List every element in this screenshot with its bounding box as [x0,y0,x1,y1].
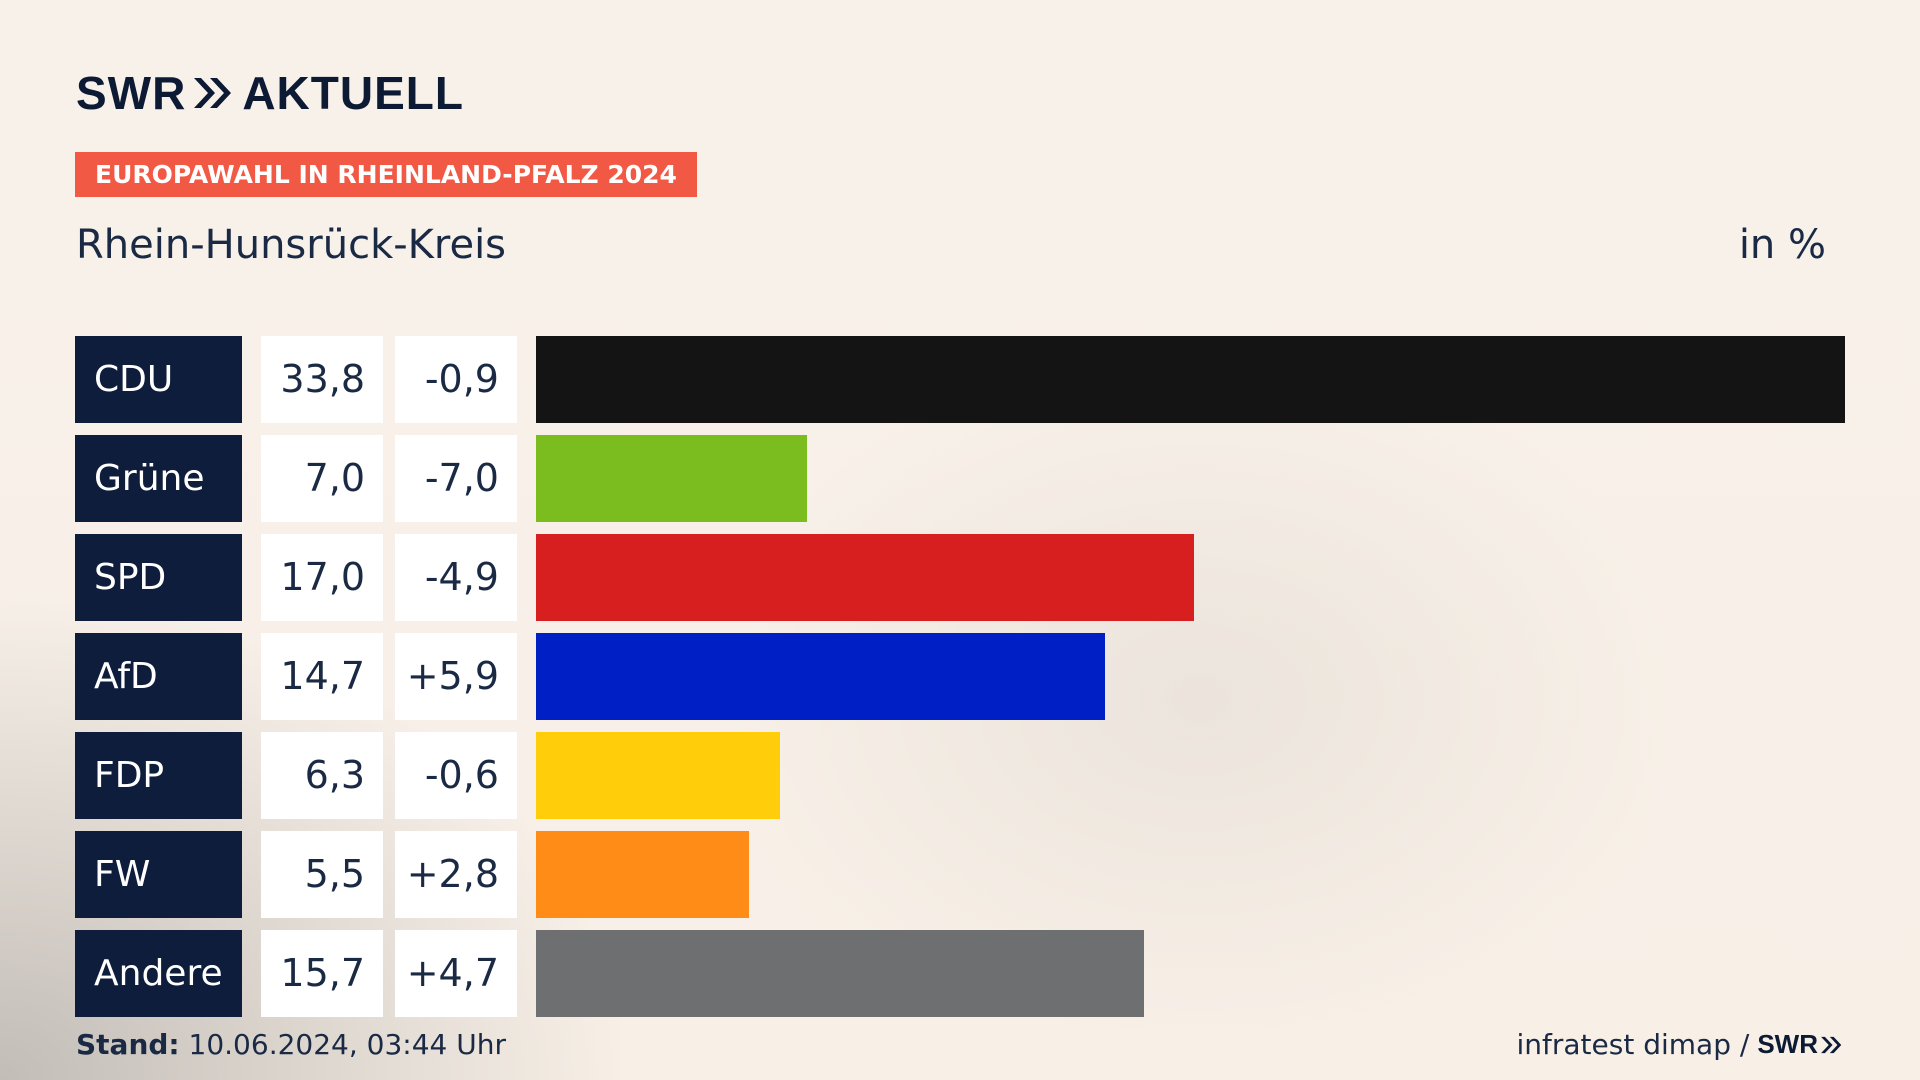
bar [536,534,1194,621]
stand-value: 10.06.2024, 03:44 Uhr [188,1028,506,1061]
diff-label: -4,9 [395,534,517,621]
value-label: 6,3 [261,732,383,819]
bar [536,435,807,522]
swr-mini-logo: SWR [1757,1029,1844,1060]
party-label: CDU [75,336,242,423]
chart-row: FW 5,5 +2,8 [75,831,1847,918]
bar [536,831,749,918]
mini-logo-text: SWR [1757,1029,1818,1059]
region-title: Rhein-Hunsrück-Kreis [76,222,507,268]
value-label: 15,7 [261,930,383,1017]
swr-aktuell-logo: SWR AKTUELL [76,70,464,116]
bar [536,930,1144,1017]
value-label: 17,0 [261,534,383,621]
chart-row: Grüne 7,0 -7,0 [75,435,1847,522]
diff-label: -0,6 [395,732,517,819]
party-label: AfD [75,633,242,720]
chart-row: CDU 33,8 -0,9 [75,336,1847,423]
bar [536,336,1845,423]
chart-row: FDP 6,3 -0,6 [75,732,1847,819]
double-chevron-icon [194,78,232,108]
party-label: Andere [75,930,242,1017]
value-label: 14,7 [261,633,383,720]
election-badge: EUROPAWAHL IN RHEINLAND-PFALZ 2024 [75,152,697,197]
value-label: 5,5 [261,831,383,918]
diff-label: -7,0 [395,435,517,522]
source-info: infratest dimap / SWR [1517,1028,1845,1061]
chart-row: AfD 14,7 +5,9 [75,633,1847,720]
results-chart: CDU 33,8 -0,9 Grüne 7,0 -7,0 SPD 17,0 -4,9 AfD 14,… [75,336,1847,1029]
stand-info: Stand: 10.06.2024, 03:44 Uhr [76,1028,506,1061]
unit-label: in % [1738,222,1826,268]
value-label: 33,8 [261,336,383,423]
party-label: FDP [75,732,242,819]
logo-aktuell-text: AKTUELL [242,67,464,119]
diff-label: +4,7 [395,930,517,1017]
party-label: SPD [75,534,242,621]
mini-double-chevron-icon [1821,1036,1842,1053]
diff-label: -0,9 [395,336,517,423]
diff-label: +2,8 [395,831,517,918]
party-label: FW [75,831,242,918]
bar [536,732,780,819]
diff-label: +5,9 [395,633,517,720]
logo-swr-text: SWR [76,67,187,119]
chart-row: SPD 17,0 -4,9 [75,534,1847,621]
party-label: Grüne [75,435,242,522]
bar [536,633,1105,720]
stand-label: Stand: [76,1028,180,1061]
source-label: infratest dimap / [1516,1028,1750,1061]
value-label: 7,0 [261,435,383,522]
chart-row: Andere 15,7 +4,7 [75,930,1847,1017]
